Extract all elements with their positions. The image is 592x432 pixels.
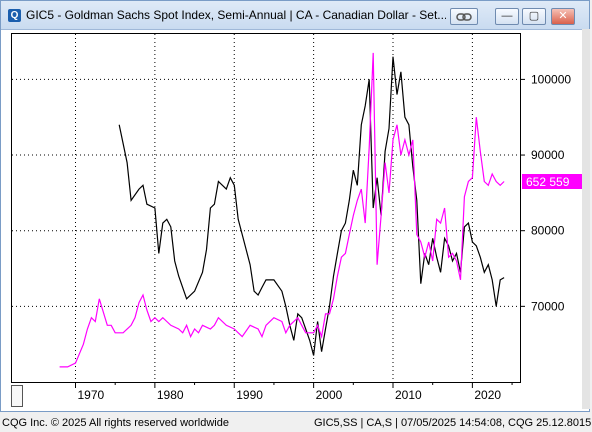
y-tick-label: 100000 [531,72,571,86]
series-line-1 [118,56,505,356]
series-line-2 [59,52,505,368]
x-tick-label: 1980 [157,388,184,402]
scroll-handle[interactable] [11,385,23,407]
x-axis-labels: 1970 1980 1990 2000 2010 2020 [78,388,502,402]
readout-badge [522,174,586,189]
x-tick-label: 1970 [78,388,105,402]
readout-label: 652 559 [526,175,570,189]
right-edge-strip [582,29,590,409]
link-icon [456,13,472,21]
x-tick-label: 2020 [474,388,501,402]
x-tick-label: 2010 [395,388,422,402]
x-tick-label: 2000 [316,388,343,402]
window-title: GIC5 - Goldman Sachs Spot Index, Semi-An… [26,8,446,22]
price-chart[interactable]: 70000 80000 90000 100000 1970 1980 1990 2000 20… [1,29,589,413]
footer-copyright: CQG Inc. © 2025 All rights reserved worl… [2,417,229,429]
link-button[interactable] [450,8,478,25]
y-tick-label: 70000 [531,299,565,313]
y-tick-label: 90000 [531,148,565,162]
value-readout: 652 559 [522,174,586,189]
grid [12,34,525,388]
maximize-button[interactable]: ▢ [522,8,546,25]
cqg-app-icon: Q [8,9,21,22]
y-axis-labels: 70000 80000 90000 100000 [531,72,571,313]
series-lines [59,52,505,368]
title-bar[interactable]: Q GIC5 - Goldman Sachs Spot Index, Semi-… [1,1,589,30]
close-button[interactable]: ✕ [551,8,575,25]
chart-window: Q GIC5 - Goldman Sachs Spot Index, Semi-… [0,0,590,412]
x-tick-label: 1990 [236,388,263,402]
minimize-button[interactable]: — [495,8,519,25]
y-tick-label: 80000 [531,224,565,238]
footer-status: GIC5,SS | CA,S | 07/05/2025 14:54:08, CQ… [314,417,592,429]
